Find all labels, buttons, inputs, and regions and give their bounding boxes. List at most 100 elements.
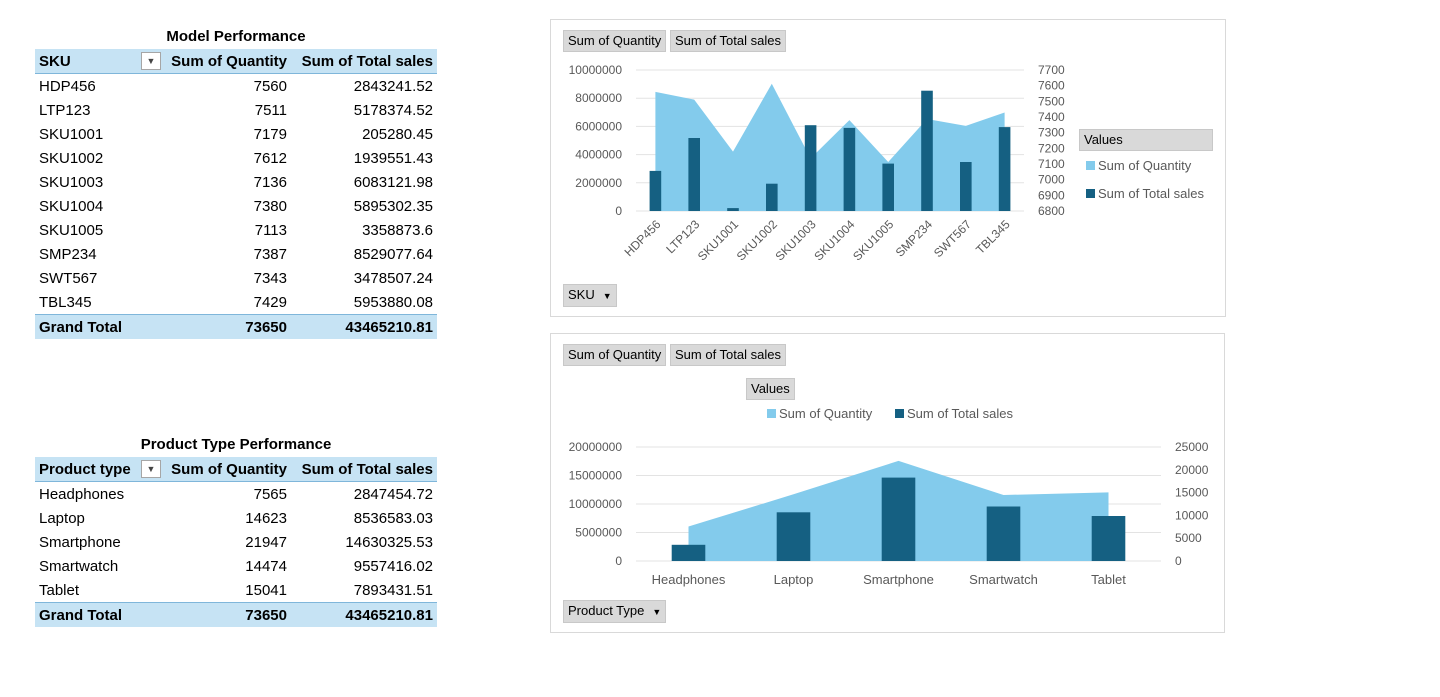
- table-row[interactable]: LTP123 7511 5178374.52: [35, 98, 437, 122]
- quantity-cell[interactable]: 7565: [253, 485, 287, 503]
- category-axis-label: Headphones: [652, 572, 726, 587]
- quantity-cell[interactable]: 7560: [253, 77, 287, 95]
- row-label-cell[interactable]: Smartphone: [39, 533, 121, 551]
- category-axis-label: TBL345: [973, 217, 1013, 257]
- total-sales-cell[interactable]: 9557416.02: [353, 557, 433, 575]
- row-label-cell[interactable]: SKU1001: [39, 125, 104, 143]
- grand-total-label: Grand Total: [35, 602, 165, 627]
- values-legend-field-button[interactable]: Values: [1079, 129, 1213, 151]
- row-label-cell[interactable]: TBL345: [39, 293, 92, 311]
- quantity-cell[interactable]: 7612: [253, 149, 287, 167]
- sum-of-quantity-field-button[interactable]: Sum of Quantity: [563, 30, 667, 52]
- total-sales-cell[interactable]: 5895302.35: [353, 197, 433, 215]
- table-row[interactable]: SKU1002 7612 1939551.43: [35, 146, 437, 170]
- quantity-cell[interactable]: 7113: [254, 221, 287, 239]
- row-label-cell[interactable]: Tablet: [39, 581, 80, 599]
- row-label-cell[interactable]: SKU1002: [39, 149, 104, 167]
- table-row[interactable]: HDP456 7560 2843241.52: [35, 74, 437, 99]
- category-axis-label: Tablet: [1091, 572, 1126, 587]
- category-axis-label: SKU1005: [850, 217, 896, 263]
- table-row[interactable]: SWT567 7343 3478507.24: [35, 266, 437, 290]
- product-type-pivot-chart[interactable]: Sum of Quantity Sum of Total sales Value…: [550, 333, 1225, 633]
- values-legend-field-button[interactable]: Values: [746, 378, 795, 400]
- secondary-axis-tick-label: 15000: [1175, 486, 1209, 500]
- row-label-cell[interactable]: SWT567: [39, 269, 98, 287]
- table-row[interactable]: SKU1003 7136 6083121.98: [35, 170, 437, 194]
- sum-of-total-sales-field-button[interactable]: Sum of Total sales: [670, 30, 786, 52]
- row-label-cell[interactable]: Laptop: [39, 509, 85, 527]
- table-row[interactable]: Smartphone 21947 14630325.53: [35, 530, 437, 554]
- table-row[interactable]: Tablet 15041 7893431.51: [35, 578, 437, 603]
- row-label-cell[interactable]: SKU1004: [39, 197, 104, 215]
- quantity-cell[interactable]: 7511: [254, 101, 287, 119]
- row-label-cell[interactable]: Smartwatch: [39, 557, 119, 575]
- primary-axis-tick-label: 0: [615, 204, 622, 218]
- quantity-cell[interactable]: 7380: [253, 197, 287, 215]
- legend-swatch-total-sales: [895, 409, 904, 418]
- quantity-cell[interactable]: 14623: [245, 509, 287, 527]
- table-row[interactable]: Laptop 14623 8536583.03: [35, 506, 437, 530]
- sum-of-total-sales-bar: [804, 125, 817, 211]
- table-row[interactable]: SMP234 7387 8529077.64: [35, 242, 437, 266]
- table-row[interactable]: Smartwatch 14474 9557416.02: [35, 554, 437, 578]
- total-sales-cell[interactable]: 2843241.52: [353, 77, 433, 95]
- category-axis-label: Smartphone: [863, 572, 934, 587]
- row-label-cell[interactable]: Headphones: [39, 485, 125, 503]
- total-sales-cell[interactable]: 3358873.6: [362, 221, 433, 239]
- row-label-cell[interactable]: HDP456: [39, 77, 96, 95]
- product-type-column-header[interactable]: Product type ▼: [35, 457, 165, 482]
- secondary-axis-tick-label: 25000: [1175, 440, 1209, 454]
- secondary-axis-tick-label: 7500: [1038, 94, 1065, 108]
- category-axis-label: SKU1002: [734, 217, 780, 263]
- sum-of-total-sales-bar: [882, 163, 894, 211]
- table-row[interactable]: TBL345 7429 5953880.08: [35, 290, 437, 315]
- quantity-cell[interactable]: 7179: [253, 125, 287, 143]
- quantity-cell[interactable]: 21947: [245, 533, 287, 551]
- total-sales-cell[interactable]: 6083121.98: [353, 173, 433, 191]
- legend-label-total-sales: Sum of Total sales: [1098, 186, 1204, 201]
- sum-of-total-sales-bar: [727, 208, 739, 211]
- total-sales-cell[interactable]: 3478507.24: [353, 269, 433, 287]
- secondary-axis-tick-label: 7200: [1038, 141, 1065, 155]
- table-row[interactable]: SKU1001 7179 205280.45: [35, 122, 437, 146]
- sku-filter-button[interactable]: ▼: [141, 52, 161, 70]
- total-sales-cell[interactable]: 5953880.08: [353, 293, 433, 311]
- primary-axis-tick-label: 6000000: [575, 119, 622, 133]
- total-sales-cell[interactable]: 7893431.51: [353, 581, 433, 599]
- table-row[interactable]: SKU1005 7113 3358873.6: [35, 218, 437, 242]
- total-sales-cell[interactable]: 5178374.52: [353, 101, 433, 119]
- secondary-axis-tick-label: 20000: [1175, 463, 1209, 477]
- table-header-row: Product type ▼ Sum of Quantity Sum of To…: [35, 457, 437, 482]
- table-row[interactable]: SKU1004 7380 5895302.35: [35, 194, 437, 218]
- quantity-cell[interactable]: 7343: [253, 269, 287, 287]
- product-type-filter-button[interactable]: ▼: [141, 460, 161, 478]
- total-sales-cell[interactable]: 8536583.03: [353, 509, 433, 527]
- grand-total-row: Grand Total 73650 43465210.81: [35, 602, 437, 627]
- quantity-cell[interactable]: 15041: [245, 581, 287, 599]
- total-sales-cell[interactable]: 14630325.53: [345, 533, 433, 551]
- quantity-cell[interactable]: 14474: [245, 557, 287, 575]
- quantity-cell[interactable]: 7429: [253, 293, 287, 311]
- row-label-cell[interactable]: SKU1003: [39, 173, 104, 191]
- quantity-cell[interactable]: 7387: [253, 245, 287, 263]
- sku-pivot-chart[interactable]: Sum of Quantity Sum of Total sales SKU ▼ …: [550, 19, 1226, 317]
- product-type-axis-field-button[interactable]: Product Type ▼: [563, 600, 667, 623]
- total-sales-cell[interactable]: 8529077.64: [353, 245, 433, 263]
- primary-axis-tick-label: 0: [615, 554, 622, 568]
- row-label-cell[interactable]: SKU1005: [39, 221, 104, 239]
- total-sales-cell[interactable]: 1939551.43: [353, 149, 433, 167]
- secondary-axis-tick-label: 7400: [1038, 110, 1065, 124]
- secondary-axis-tick-label: 7300: [1038, 126, 1065, 140]
- total-sales-cell[interactable]: 2847454.72: [353, 485, 433, 503]
- sku-column-header[interactable]: SKU ▼: [35, 49, 165, 74]
- quantity-cell[interactable]: 7136: [253, 173, 287, 191]
- total-sales-cell[interactable]: 205280.45: [362, 125, 433, 143]
- row-label-cell[interactable]: SMP234: [39, 245, 97, 263]
- sku-axis-field-button[interactable]: SKU ▼: [563, 284, 617, 307]
- sum-of-total-sales-bar: [960, 162, 972, 211]
- sum-of-total-sales-field-button[interactable]: Sum of Total sales: [670, 344, 786, 366]
- filter-dropdown-icon: ▼: [146, 464, 156, 474]
- sum-of-quantity-field-button[interactable]: Sum of Quantity: [563, 344, 667, 366]
- row-label-cell[interactable]: LTP123: [39, 101, 91, 119]
- table-row[interactable]: Headphones 7565 2847454.72: [35, 482, 437, 507]
